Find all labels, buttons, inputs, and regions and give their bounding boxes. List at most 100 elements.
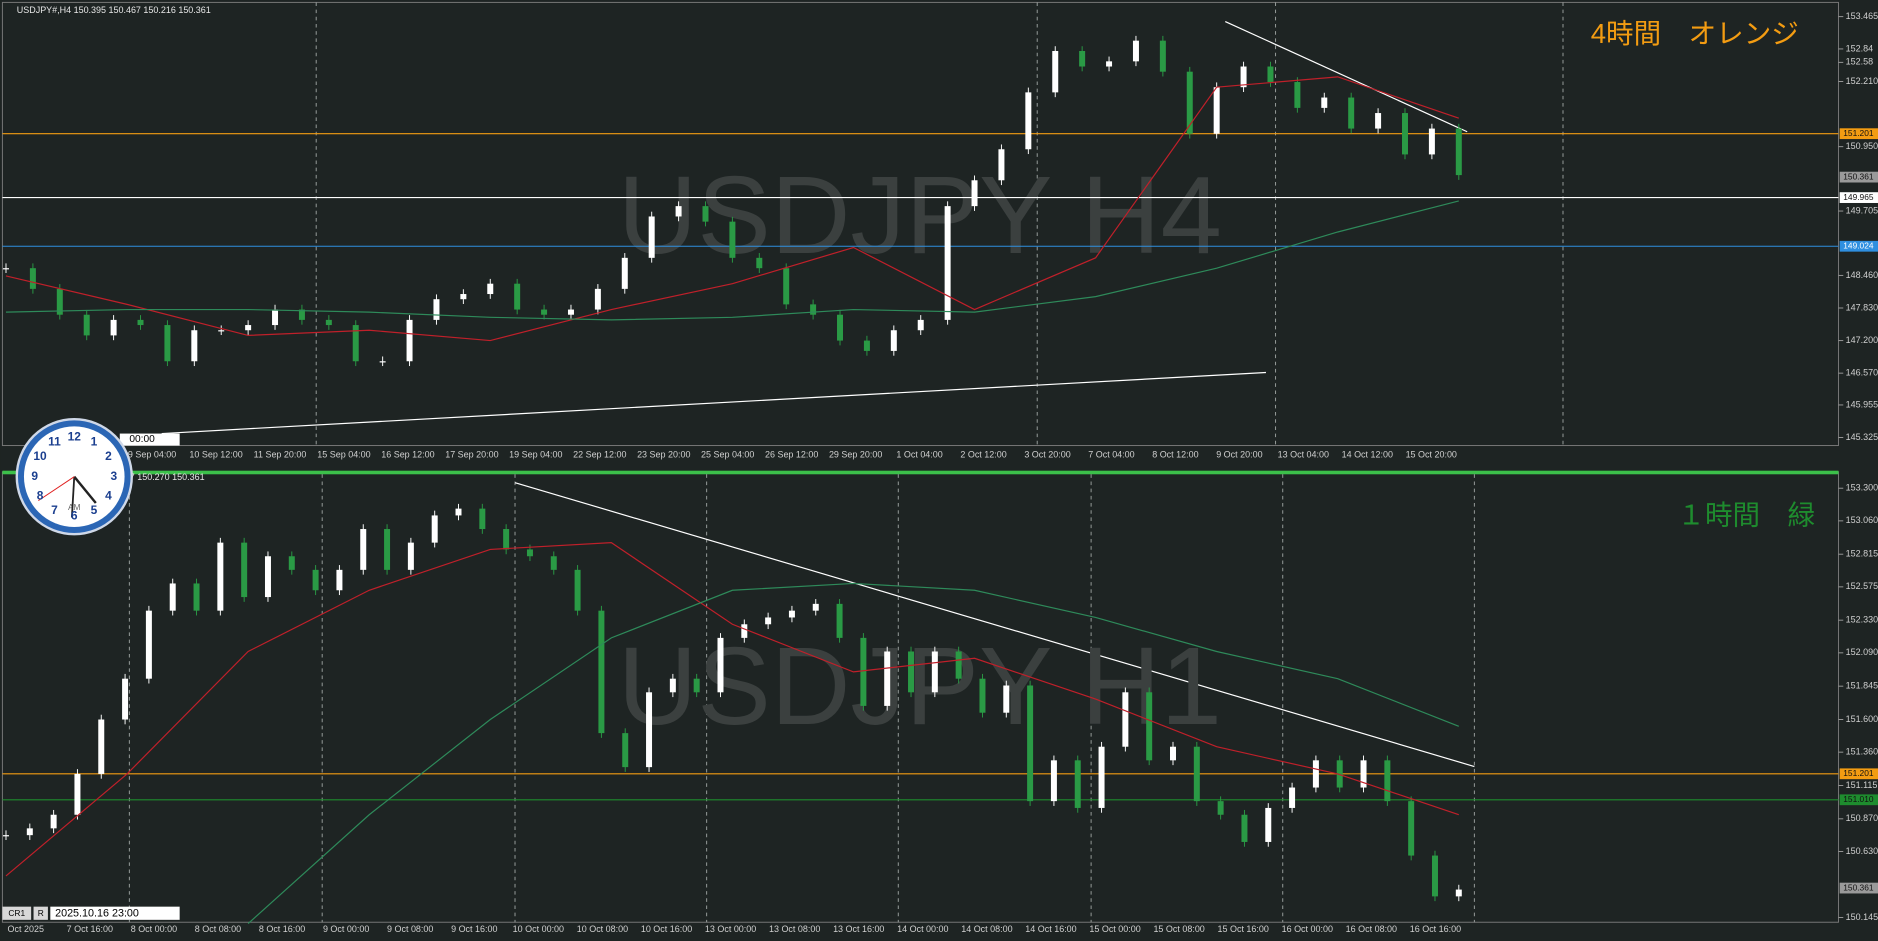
candle — [765, 617, 772, 625]
candle — [1106, 61, 1113, 67]
candle — [890, 330, 897, 351]
candle — [646, 692, 653, 768]
x-tick-label: 9 Oct 00:00 — [323, 924, 369, 934]
x-tick-label: 16 Oct 08:00 — [1346, 924, 1397, 934]
candle — [1146, 692, 1153, 761]
moving-average — [5, 76, 1459, 342]
candle — [1312, 760, 1319, 788]
candle — [622, 733, 629, 768]
candle — [1384, 760, 1391, 802]
x-tick-label: 8 Oct 12:00 — [1152, 449, 1198, 459]
x-tick-label: 16 Sep 12:00 — [381, 449, 434, 459]
candle — [1003, 685, 1010, 713]
y-tick-label: 151.845 — [1846, 681, 1878, 691]
trendlines — [161, 21, 1475, 768]
annotation: １時間 緑 — [1677, 500, 1815, 531]
clock-numeral: 11 — [48, 435, 61, 449]
y-tick-label: 147.200 — [1846, 335, 1878, 345]
moving-average — [5, 200, 1459, 321]
candle — [98, 719, 105, 774]
x-tick-label: 7 Oct 16:00 — [67, 924, 113, 934]
clock-numeral: 9 — [31, 469, 38, 483]
header: USDJPY#,H4 150.395 150.467 150.216 150.3… — [17, 5, 211, 15]
candle — [56, 288, 63, 315]
x-tick-label: 9 Sep 04:00 — [128, 449, 176, 459]
y-tick-label: 148.460 — [1846, 270, 1878, 280]
candle — [783, 268, 790, 305]
candle — [741, 624, 748, 638]
x-tick-label: 1 Oct 04:00 — [896, 449, 942, 459]
price-marker-label: 151.201 — [1843, 128, 1874, 138]
candle — [191, 330, 198, 362]
candle — [998, 149, 1005, 181]
x-tick-label: 11 Sep 20:00 — [254, 449, 307, 459]
price-marker-label: 151.201 — [1843, 768, 1874, 778]
candle — [336, 569, 343, 591]
candle — [1360, 760, 1367, 788]
x-tick-label: 3 Oct 20:00 — [1024, 449, 1070, 459]
watermark: USDJPY H4 — [618, 154, 1222, 277]
y-tick-label: 150.630 — [1846, 846, 1878, 856]
clock-numeral: 1 — [91, 435, 98, 449]
price-marker — [1839, 192, 1878, 203]
y-tick-label: 152.58 — [1846, 57, 1873, 67]
candle — [541, 309, 548, 315]
candle — [1079, 51, 1086, 67]
candle — [1289, 787, 1296, 808]
candle — [863, 340, 870, 351]
watermark: USDJPY H1 — [618, 625, 1222, 748]
y-tick-label: 151.600 — [1846, 714, 1878, 724]
x-tick-label: 22 Sep 12:00 — [573, 449, 626, 459]
y-tick-label: 146.570 — [1846, 368, 1878, 378]
candle — [917, 319, 924, 331]
y-tick-label: 145.325 — [1846, 432, 1878, 442]
price-marker — [1839, 882, 1878, 894]
candle — [729, 221, 736, 258]
candle — [325, 319, 332, 326]
moving-average — [5, 542, 1459, 877]
candle — [1074, 760, 1081, 808]
x-tick-label: 13 Oct 00:00 — [705, 924, 756, 934]
candle — [298, 309, 305, 320]
candle — [812, 603, 819, 611]
candle — [487, 283, 494, 295]
x-tick-label: 29 Sep 20:00 — [829, 449, 882, 459]
x-tick-label: 16 Oct 00:00 — [1282, 924, 1333, 934]
candle — [1240, 66, 1247, 88]
candle — [288, 556, 295, 570]
x-tick-label: 25 Sep 04:00 — [701, 449, 754, 459]
candle — [979, 678, 986, 713]
candle — [110, 319, 117, 336]
x-tick-label: 17 Sep 20:00 — [445, 449, 498, 459]
clock-numeral: 3 — [110, 469, 117, 483]
candle — [479, 508, 486, 530]
candle — [384, 529, 391, 570]
candle — [218, 330, 225, 332]
candle — [1408, 801, 1415, 856]
candle — [50, 814, 57, 829]
candle — [3, 835, 9, 837]
candle — [407, 542, 414, 570]
clock-numeral: 2 — [105, 449, 112, 463]
candle — [931, 651, 938, 693]
y-tick-label: 151.115 — [1846, 780, 1878, 790]
x-tick-label: 23 Sep 20:00 — [637, 449, 690, 459]
candle — [460, 294, 467, 300]
candle — [1321, 97, 1328, 108]
x-tick-label: 15 Oct 08:00 — [1153, 924, 1204, 934]
candle — [550, 556, 557, 570]
candle — [503, 529, 510, 550]
annotation: 4時間 オレンジ — [1591, 18, 1799, 49]
clock-numeral: 5 — [91, 503, 98, 517]
candle — [1336, 760, 1343, 788]
tab: CR1 — [8, 908, 25, 918]
price-marker — [1839, 768, 1878, 780]
clock-numeral: 7 — [51, 503, 58, 517]
y-tick-label: 152.090 — [1846, 647, 1878, 657]
candle — [1052, 51, 1059, 93]
candle — [1401, 113, 1408, 155]
price-marker-label: 149.965 — [1843, 192, 1874, 202]
x-tick-label: 16 Oct 16:00 — [1410, 924, 1461, 934]
y-tick-label: 145.955 — [1846, 399, 1878, 409]
candle — [648, 216, 655, 258]
